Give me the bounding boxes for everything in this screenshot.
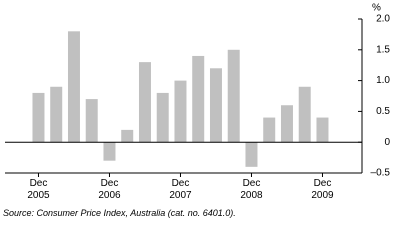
bar [156,92,169,143]
bar [298,86,311,143]
x-tick-label: Dec 2008 [240,178,263,201]
bar [263,117,276,143]
x-tick-label: Dec 2009 [311,178,334,201]
bar [174,80,187,143]
bar [103,142,116,161]
x-tick-label: Dec 2005 [27,178,50,201]
y-tick-label: –0.5 [371,168,391,179]
bar [50,86,63,143]
source: Source: Consumer Price Index, Australia … [3,208,236,218]
bar [32,92,45,143]
y-tick-label: 1.5 [376,44,390,55]
bar [121,129,134,143]
x-tick-label: Dec 2006 [98,178,121,201]
bar [227,49,240,143]
bar [192,55,205,143]
bar [280,105,293,143]
bar [245,142,258,167]
plot: % –0.5 0 0.5 1.0 1.5 2.0 [5,3,391,179]
y-tick-label: 1.0 [376,75,390,86]
bar [138,62,151,143]
y-tick-label: 0.5 [376,106,390,117]
bar [85,99,98,143]
bar [316,117,329,143]
chart: % –0.5 0 0.5 1.0 1.5 2.0 Source: Consumer Pri… [3,3,391,218]
y-tick-label: 0 [384,137,390,148]
y-tick-label: 2.0 [376,14,390,25]
unit-label: % [372,3,381,14]
x-tick-label: Dec 2007 [169,178,192,201]
bar [67,31,80,143]
bar [209,68,222,143]
